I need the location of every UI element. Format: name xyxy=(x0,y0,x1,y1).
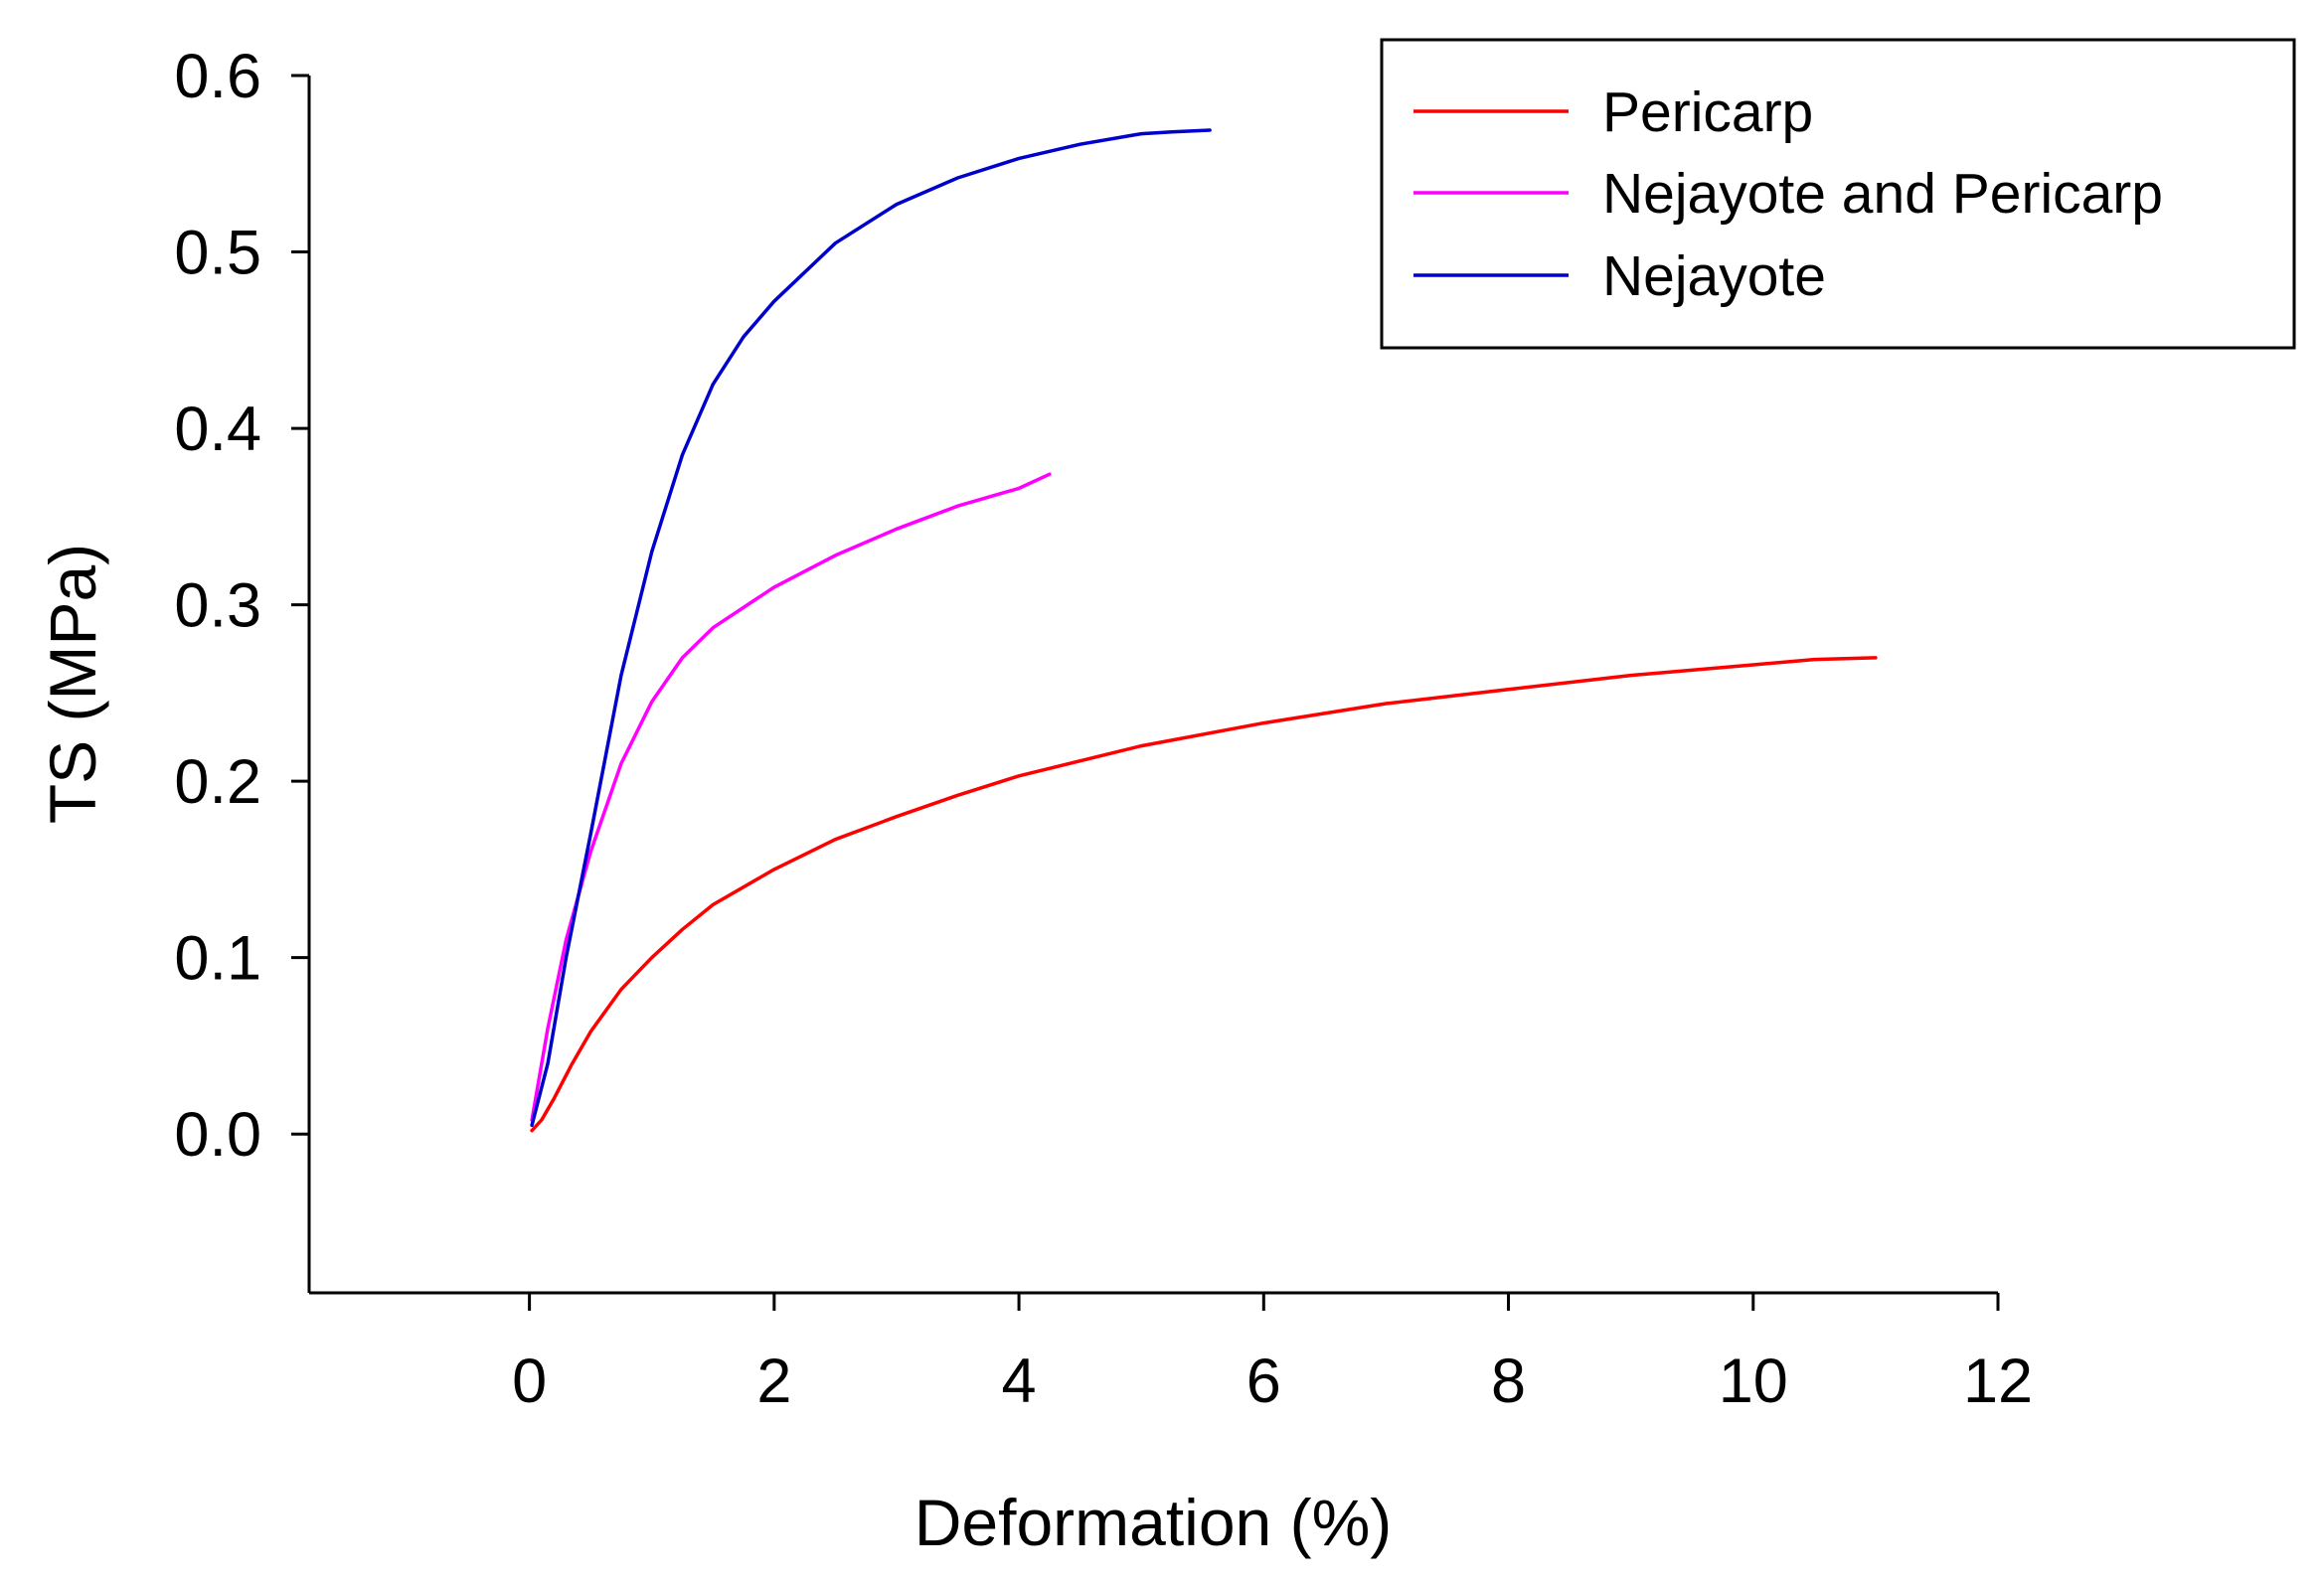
x-tick-label: 12 xyxy=(1963,1346,2033,1416)
x-axis-title: Deformation (%) xyxy=(914,1486,1392,1559)
series-line-nejayote-and-pericarp xyxy=(530,472,1052,1122)
x-tick-label: 8 xyxy=(1491,1346,1526,1416)
x-tick-label: 6 xyxy=(1246,1346,1281,1416)
y-axis-ticks: 0.0 0.1 0.2 0.3 0.4 0.5 0.6 xyxy=(174,42,309,1170)
y-tick-label: 0.2 xyxy=(174,747,261,817)
series-line-nejayote xyxy=(530,128,1212,1128)
y-tick-label: 0.6 xyxy=(174,42,261,111)
legend-label-nejayote: Nejayote xyxy=(1602,244,1826,308)
x-tick-label: 4 xyxy=(1002,1346,1037,1416)
legend-entry-pericarp: Pericarp xyxy=(1413,80,1813,144)
legend-entry-nejayote: Nejayote xyxy=(1413,244,1826,308)
y-axis-title: TS (MPa) xyxy=(36,544,109,824)
y-tick-label: 0.0 xyxy=(174,1100,261,1170)
series-line-pericarp xyxy=(530,656,1878,1133)
legend-entry-nejayote-and-pericarp: Nejayote and Pericarp xyxy=(1413,162,2163,226)
plot-series xyxy=(530,128,1878,1133)
legend-label-nejayote-and-pericarp: Nejayote and Pericarp xyxy=(1602,162,2163,226)
x-tick-label: 10 xyxy=(1719,1346,1788,1416)
x-tick-label: 2 xyxy=(756,1346,791,1416)
x-tick-label: 0 xyxy=(512,1346,547,1416)
legend: Pericarp Nejayote and Pericarp Nejayote xyxy=(1380,38,2296,350)
legend-label-pericarp: Pericarp xyxy=(1602,80,1813,144)
y-tick-label: 0.1 xyxy=(174,924,261,994)
y-tick-label: 0.5 xyxy=(174,219,261,288)
y-tick-label: 0.3 xyxy=(174,571,261,641)
y-tick-label: 0.4 xyxy=(174,395,261,464)
x-axis-ticks: 0 2 4 6 8 10 12 xyxy=(512,1293,2033,1416)
